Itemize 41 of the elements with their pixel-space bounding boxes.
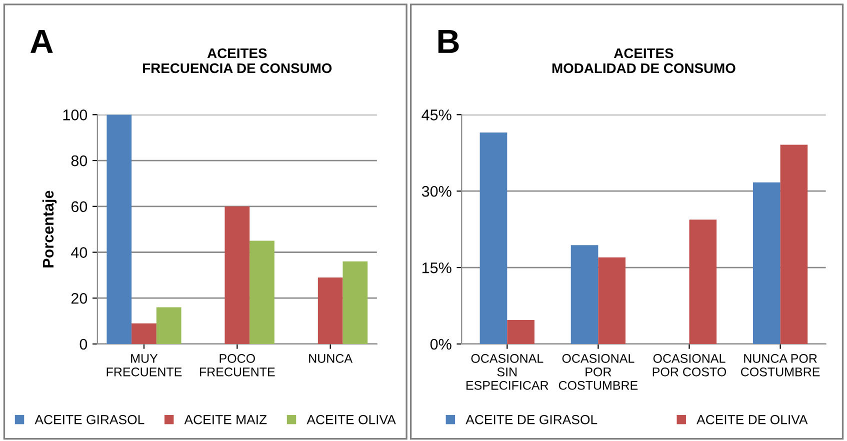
- y-tick-label: 30%: [422, 186, 452, 197]
- y-tick-label: 100: [63, 110, 88, 120]
- y-tick-label: 40: [71, 247, 88, 258]
- y-tick-label: 15%: [422, 262, 452, 274]
- y-tick-label: 80: [71, 155, 88, 166]
- x-tick-label: OCASIONAL POR COSTUMBRE: [558, 354, 638, 390]
- y-tick-label: 20: [71, 292, 88, 304]
- bar: [106, 114, 132, 344]
- legend-label: ACEITE DE GIRASOL: [466, 414, 598, 424]
- bar: [480, 132, 508, 344]
- text: B: [438, 30, 459, 53]
- y-tick-label: 45%: [422, 110, 452, 120]
- bar: [689, 220, 717, 344]
- bar: [318, 277, 343, 344]
- bar: [570, 245, 598, 344]
- legend-label: ACEITE OLIVA: [306, 414, 396, 424]
- y-tick-label: 0: [80, 338, 88, 350]
- x-tick-label: MUY FRECUENTE: [106, 354, 182, 376]
- legend-label: ACEITE GIRASOL: [34, 414, 144, 424]
- bar: [780, 144, 808, 344]
- bar: [507, 320, 534, 344]
- bar: [132, 323, 156, 344]
- x-tick-label: OCASIONAL POR COSTO: [652, 354, 726, 376]
- chart-title: ACEITES MODALIDAD DE CONSUMO: [552, 48, 736, 74]
- y-tick-label: 60: [71, 201, 88, 212]
- bar: [224, 206, 250, 344]
- legend-label: ACEITE DE OLIVA: [696, 414, 808, 424]
- bar: [598, 257, 626, 344]
- bar: [156, 307, 182, 344]
- text: A: [30, 30, 53, 53]
- y-tick-label: 0%: [430, 338, 452, 350]
- y-axis-title: Porcentaje: [42, 190, 57, 268]
- x-tick-label: OCASIONAL SIN ESPECIFICAR: [466, 354, 548, 390]
- bar: [752, 182, 780, 344]
- bar: [250, 240, 274, 344]
- x-tick-label: POCO FRECUENTE: [200, 354, 275, 376]
- chart-title: ACEITES FRECUENCIA DE CONSUMO: [143, 48, 332, 74]
- legend-label: ACEITE MAIZ: [184, 414, 267, 424]
- x-tick-label: NUNCA POR COSTUMBRE: [741, 354, 820, 376]
- bar: [342, 261, 368, 344]
- x-tick-label: NUNCA: [309, 354, 353, 363]
